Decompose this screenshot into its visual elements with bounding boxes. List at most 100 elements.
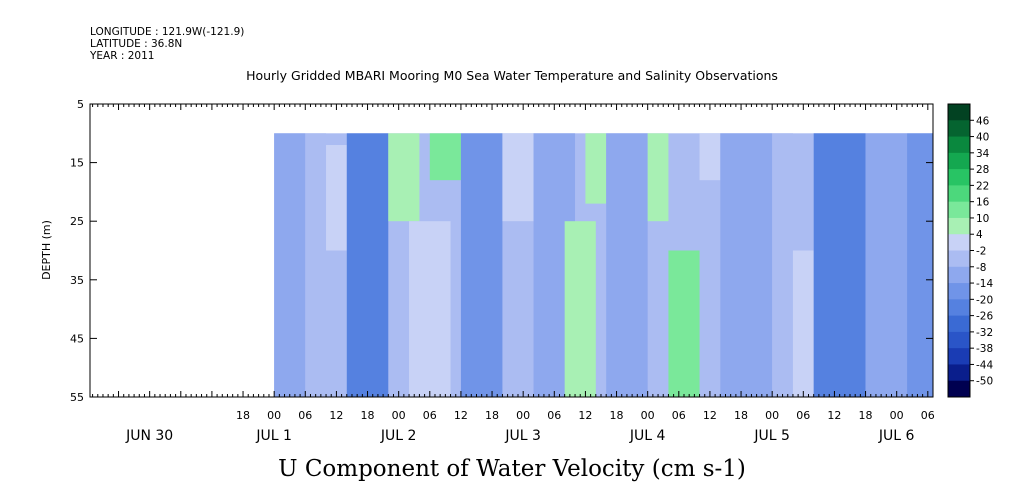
x-tick-label: 00 [267, 409, 281, 422]
x-date-label: JUL 2 [380, 428, 417, 444]
heatmap-cell-18 [792, 250, 814, 397]
heatmap-cell-21 [907, 133, 933, 397]
colorbar-swatch [948, 331, 970, 349]
heatmap-field [274, 133, 933, 397]
y-tick-label: 15 [70, 157, 84, 170]
x-tick-label: 12 [454, 409, 468, 422]
colorbar-swatch [948, 185, 970, 203]
colorbar-swatch [948, 120, 970, 138]
x-tick-label: 12 [703, 409, 717, 422]
heatmap-cell-10 [564, 221, 596, 397]
colorbar-swatch [948, 364, 970, 382]
colorbar-tick-label: -44 [976, 359, 993, 371]
y-tick-label: 55 [70, 391, 84, 404]
colorbar-swatch [948, 104, 970, 121]
colorbar-tick-label: 22 [976, 180, 989, 192]
x-date-label: JUL 3 [504, 428, 541, 444]
y-tick-label: 35 [70, 274, 84, 287]
colorbar-tick-label: 46 [976, 115, 990, 127]
colorbar-tick-label: 10 [976, 213, 989, 225]
colorbar-swatch [948, 136, 970, 154]
heatmap-cell-2 [326, 145, 347, 251]
colorbar-swatch [948, 234, 970, 251]
latitude-label: LATITUDE : 36.8N [90, 38, 182, 50]
x-tick-label: 06 [298, 409, 312, 422]
x-tick-label: 12 [329, 409, 343, 422]
colorbar-swatch [948, 152, 970, 170]
x-tick-label: 00 [392, 409, 406, 422]
colorbar-swatch [948, 283, 970, 300]
heatmap-cell-16 [720, 133, 773, 397]
y-tick-label: 45 [70, 332, 84, 345]
colorbar-swatch [948, 315, 970, 333]
heatmap-cell-11 [585, 133, 607, 204]
colorbar-tick-label: -14 [976, 278, 993, 290]
colorbar: 46 40 34 28 22 16 10 4 -2 -8 -14 -20 -26 -32 -38 -44 -50 [947, 103, 993, 398]
x-date-label: JUL 5 [753, 428, 790, 444]
x-tick-label: 12 [578, 409, 592, 422]
colorbar-tick-label: -38 [976, 343, 993, 355]
colorbar-tick-label: 4 [976, 229, 983, 241]
colorbar-tick-label: 16 [976, 197, 990, 209]
heatmap-cell-7 [460, 133, 503, 397]
colorbar-tick-label: -8 [976, 262, 986, 274]
colorbar-swatch [948, 169, 970, 186]
heatmap-cell-0 [274, 133, 306, 397]
x-date-label: JUL 4 [629, 428, 666, 444]
y-axis: 5 15 25 35 45 55 [70, 98, 933, 404]
heatmap-cell-4 [388, 133, 420, 222]
x-tick-label: 00 [641, 409, 655, 422]
colorbar-swatch [948, 299, 970, 317]
x-tick-label: 06 [672, 409, 686, 422]
colorbar-tick-label: 34 [976, 148, 990, 160]
colorbar-swatch [948, 250, 970, 268]
x-tick-label: 18 [859, 409, 873, 422]
x-tick-label: 06 [796, 409, 810, 422]
x-date-label: JUL 6 [878, 428, 915, 444]
x-tick-label: 18 [485, 409, 499, 422]
x-date-labels: JUN 30 JUL 1 JUL 2 JUL 3 JUL 4 JUL 5 JUL 6 [125, 428, 914, 444]
colorbar-swatch [948, 348, 970, 365]
colorbar-swatch [948, 380, 970, 398]
x-tick-label: 12 [827, 409, 841, 422]
x-tick-label: 18 [610, 409, 624, 422]
heatmap-cell-19 [813, 133, 866, 397]
minor-ticks [92, 104, 934, 397]
colorbar-tick-label: 40 [976, 132, 989, 144]
x-date-label: JUN 30 [125, 428, 173, 444]
colorbar-tick-label: 28 [976, 164, 989, 176]
longitude-label: LONGITUDE : 121.9W(-121.9) [90, 26, 244, 38]
colorbar-swatch [948, 217, 970, 235]
colorbar-tick-label: -20 [976, 294, 993, 306]
x-tick-label: 06 [423, 409, 437, 422]
x-date-label: JUL 1 [255, 428, 292, 444]
heatmap-cell-3 [346, 133, 389, 397]
y-axis-label: DEPTH (m) [40, 220, 53, 280]
heatmap-cell-1 [305, 133, 327, 397]
x-tick-label: 06 [921, 409, 935, 422]
x-tick-label: 00 [890, 409, 904, 422]
heatmap-cell-13 [647, 133, 669, 222]
heatmap-cell-15 [699, 133, 721, 181]
y-tick-label: 25 [70, 215, 84, 228]
year-label: YEAR : 2011 [89, 50, 154, 62]
heatmap-cell-8 [502, 133, 534, 222]
colorbar-tick-label: -50 [976, 376, 993, 388]
colorbar-swatch [948, 201, 970, 219]
colorbar-tick-label: -32 [976, 327, 993, 339]
x-tick-label: 06 [547, 409, 561, 422]
x-axis: 18 00 06 12 18 00 06 12 18 00 06 12 18 00 06 12 18 00 06 12… [236, 409, 935, 422]
bottom-variable-label: U Component of Water Velocity (cm s-1) [278, 456, 746, 482]
heatmap-cell-5 [409, 221, 451, 397]
colorbar-tick-label: -26 [976, 311, 993, 323]
x-tick-label: 18 [734, 409, 748, 422]
x-tick-label: 00 [516, 409, 530, 422]
heatmap-cell-17 [772, 133, 793, 397]
x-tick-label: 18 [361, 409, 375, 422]
colorbar-swatch [948, 266, 970, 284]
heatmap-cell-20 [865, 133, 908, 397]
plot-frame [89, 103, 934, 398]
heatmap-cell-12 [606, 133, 648, 397]
heatmap-cell-14 [668, 250, 700, 397]
